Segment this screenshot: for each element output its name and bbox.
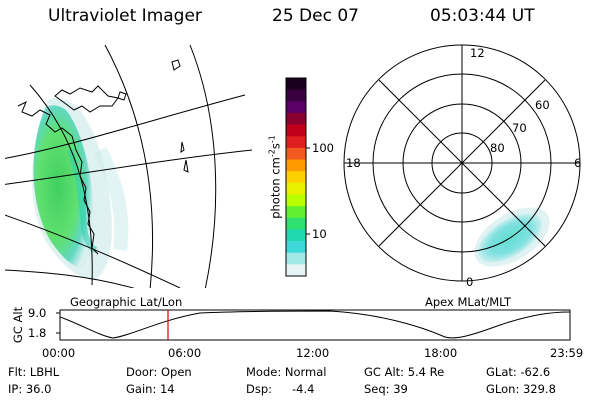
info-glat: GLat: -62.6 [486,365,551,379]
info-mode: Mode: Normal [246,365,327,379]
colorbar-cell [286,159,306,172]
info-filter: Flt: LBHL [8,365,60,379]
colorbar-cell [286,194,306,207]
colorbar-cell [286,78,306,91]
colorbar-cell [286,241,306,254]
unit-photon-cm: photon cm [268,157,283,219]
x-tick-1200: 12:00 [296,346,330,360]
colorbar-cell [286,206,306,219]
colorbar-cell [286,252,306,265]
polar-caption: Apex MLat/MLT [425,295,512,309]
colorbar-cell [286,264,306,277]
info-glon: GLon: 329.8 [486,382,556,396]
altitude-y-bottom: 1.8 [28,326,47,340]
unit-s: s [268,143,283,150]
colorbar-cell [286,136,306,149]
x-tick-1800: 18:00 [424,346,458,360]
aurora-swath-geographic [32,98,129,280]
geographic-map [5,44,253,288]
colorbar-cell [286,101,306,114]
colorbar-cell [286,147,306,161]
colorbar-unit-label: photon cm-2s-1 [268,135,283,219]
x-tick-2359: 23:59 [550,346,584,360]
mlt-label-0: 0 [466,275,474,289]
polar-plot [343,44,581,282]
map-caption: Geographic Lat/Lon [70,295,183,309]
info-gain: Gain: 14 [126,382,175,396]
colorbar-cell [286,182,306,195]
mlat-ring-60: 60 [535,98,550,112]
info-dsp-label: Dsp: [246,382,273,396]
colorbar-cell [286,171,306,184]
info-seq: Seq: 39 [364,382,408,396]
unit-exp-s: -1 [267,135,277,144]
altitude-y-top: 9.0 [28,306,47,320]
instrument-title: Ultraviolet Imager [48,6,202,26]
colorbar [285,77,310,277]
date-label: 25 Dec 07 [272,6,359,26]
altitude-axis-label: GC Alt [11,306,25,344]
colorbar-cell [286,112,306,126]
info-gc-alt: GC Alt: 5.4 Re [364,365,445,379]
colorbar-tick-10: 10 [312,227,327,241]
altitude-strip [56,309,571,341]
mlt-label-6: 6 [574,156,582,170]
colorbar-cell [286,89,306,102]
mlt-label-12: 12 [470,46,485,60]
colorbar-tick-100: 100 [312,141,334,155]
mlat-ring-80: 80 [490,141,505,155]
colorbar-cell [286,229,306,242]
info-ip: IP: 36.0 [8,382,52,396]
altitude-curve [59,310,571,339]
mlt-label-18: 18 [346,156,361,170]
mlat-ring-70: 70 [512,121,527,135]
colorbar-cell [286,124,306,137]
x-tick-0000: 00:00 [42,346,76,360]
colorbar-cell [286,217,306,230]
lat-lon-grid [5,44,253,288]
x-tick-0600: 06:00 [168,346,202,360]
info-dsp-value: -4.4 [292,382,315,396]
time-label: 05:03:44 UT [430,6,535,26]
info-door: Door: Open [126,365,192,379]
unit-exp-cm: -2 [267,149,277,158]
